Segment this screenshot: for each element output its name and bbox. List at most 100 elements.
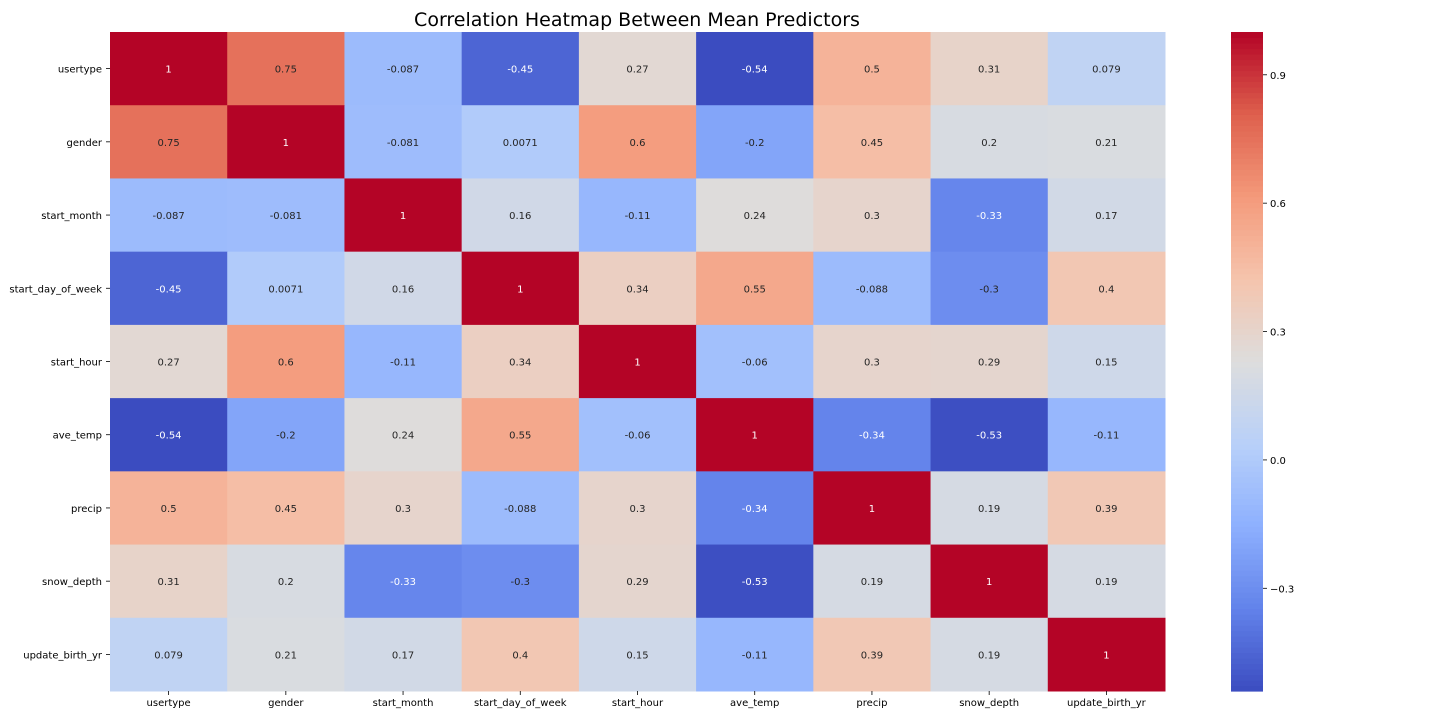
cell-annotation: 0.0071 [268, 284, 303, 295]
cell-annotation: -0.53 [976, 431, 1002, 442]
colorbar-segment [1231, 394, 1263, 400]
colorbar-segment [1231, 636, 1263, 642]
y-tick-label: precip [71, 504, 102, 515]
colorbar-segment [1231, 274, 1263, 280]
colorbar-segment [1231, 477, 1263, 483]
cell-annotation: 0.21 [275, 650, 297, 661]
colorbar-tick-label: 0.9 [1270, 71, 1286, 82]
cell-annotation: -0.11 [390, 358, 416, 369]
cell-annotation: -0.081 [387, 138, 419, 149]
colorbar-segment [1231, 252, 1263, 258]
cell-annotation: 0.31 [978, 65, 1000, 76]
cell-annotation: 1 [986, 577, 992, 588]
colorbar-segment [1231, 120, 1263, 126]
colorbar-segment [1231, 411, 1263, 417]
colorbar-segment [1231, 219, 1263, 225]
cell-annotation: 0.55 [509, 431, 531, 442]
cell-annotation: -0.2 [745, 138, 765, 149]
colorbar-segment [1231, 631, 1263, 637]
cell-annotation: 0.16 [509, 211, 531, 222]
colorbar-segment [1231, 32, 1263, 38]
cell-annotation: 1 [869, 504, 875, 515]
colorbar-segment [1231, 285, 1263, 291]
colorbar-segment [1231, 686, 1263, 692]
cell-annotation: 1 [517, 284, 523, 295]
colorbar-segment [1231, 257, 1263, 263]
cell-annotation: 0.75 [157, 138, 179, 149]
colorbar-segment [1231, 493, 1263, 499]
colorbar-segment [1231, 383, 1263, 389]
colorbar-segment [1231, 614, 1263, 620]
colorbar-segment [1231, 680, 1263, 686]
colorbar-segment [1231, 570, 1263, 576]
colorbar: 0.9 0.6 0.3 0.0 −0.3 [1231, 32, 1294, 692]
cell-annotation: 0.29 [978, 358, 1000, 369]
colorbar-segment [1231, 422, 1263, 428]
cell-annotation: 0.34 [509, 358, 531, 369]
cell-annotation: 0.6 [630, 138, 646, 149]
x-tick-label: start_month [373, 698, 434, 709]
x-tick-label: start_hour [612, 698, 664, 709]
cell-annotation: 1 [752, 431, 758, 442]
cell-annotation: -0.2 [276, 431, 296, 442]
cell-annotation: 0.17 [392, 650, 414, 661]
colorbar-segment [1231, 488, 1263, 494]
cell-annotation: 0.4 [512, 650, 528, 661]
colorbar-segment [1231, 416, 1263, 422]
colorbar-tick-label: 0.0 [1270, 456, 1286, 467]
colorbar-segment [1231, 592, 1263, 598]
colorbar-segment [1231, 581, 1263, 587]
colorbar-segment [1231, 76, 1263, 82]
cell-annotation: 0.55 [744, 284, 766, 295]
colorbar-segment [1231, 169, 1263, 175]
colorbar-segment [1231, 158, 1263, 164]
colorbar-segment [1231, 103, 1263, 109]
colorbar-segment [1231, 296, 1263, 302]
cell-annotation: 1 [400, 211, 406, 222]
cell-annotation: 0.75 [275, 65, 297, 76]
colorbar-segment [1231, 186, 1263, 192]
colorbar-segment [1231, 389, 1263, 395]
colorbar-segment [1231, 664, 1263, 670]
colorbar-segment [1231, 351, 1263, 357]
colorbar-segment [1231, 559, 1263, 565]
cell-annotation: -0.45 [507, 65, 533, 76]
colorbar-segment [1231, 208, 1263, 214]
cell-annotation: 0.19 [978, 650, 1000, 661]
colorbar-segment [1231, 460, 1263, 466]
colorbar-segment [1231, 554, 1263, 560]
colorbar-segment [1231, 87, 1263, 93]
x-tick-label: update_birth_yr [1067, 698, 1147, 709]
colorbar-segment [1231, 125, 1263, 131]
colorbar-segment [1231, 81, 1263, 87]
y-axis-labels: usertypegenderstart_monthstart_day_of_we… [9, 65, 110, 662]
cell-annotation: 0.39 [861, 650, 883, 661]
cell-annotation: 0.15 [626, 650, 648, 661]
cell-annotation: 0.31 [157, 577, 179, 588]
cell-annotation: -0.088 [856, 284, 888, 295]
colorbar-segment [1231, 213, 1263, 219]
colorbar-segment [1231, 48, 1263, 54]
colorbar-segment [1231, 372, 1263, 378]
colorbar-segment [1231, 598, 1263, 604]
colorbar-segment [1231, 114, 1263, 120]
colorbar-segment [1231, 197, 1263, 203]
cell-annotation: 0.5 [161, 504, 177, 515]
cell-annotation: 0.24 [744, 211, 766, 222]
colorbar-segment [1231, 438, 1263, 444]
cell-annotation: 0.6 [278, 358, 294, 369]
cell-annotation: -0.081 [270, 211, 302, 222]
cell-annotation: 0.19 [861, 577, 883, 588]
colorbar-segment [1231, 235, 1263, 241]
cell-annotation: -0.34 [742, 504, 768, 515]
colorbar-segment [1231, 65, 1263, 71]
y-tick-label: start_hour [51, 358, 103, 369]
colorbar-segment [1231, 340, 1263, 346]
colorbar-segment [1231, 334, 1263, 340]
cell-annotation: 0.24 [392, 431, 414, 442]
cell-annotation: 1 [1103, 650, 1109, 661]
cell-annotation: 0.0071 [503, 138, 538, 149]
cell-annotation: 0.3 [395, 504, 411, 515]
cell-annotation: 0.39 [1095, 504, 1117, 515]
